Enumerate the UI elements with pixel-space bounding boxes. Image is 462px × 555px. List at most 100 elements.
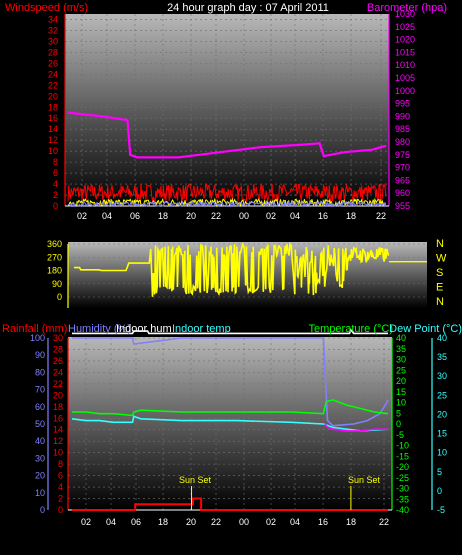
tick-label-rainfall: 24 <box>53 367 63 377</box>
tick-label-humidity: 80 <box>35 367 45 377</box>
tick-label-hour: 22 <box>211 211 221 221</box>
tick-label-hour: 22 <box>211 517 221 527</box>
tick-label-hour: 18 <box>346 211 356 221</box>
tick-label-hour: 02 <box>77 211 87 221</box>
tick-label-hour: 04 <box>290 517 300 527</box>
tick-label-barometer: 980 <box>395 137 410 147</box>
series-humidity <box>72 337 389 427</box>
tick-label-hour: 00 <box>239 517 249 527</box>
tick-label-humidity: 0 <box>40 505 45 515</box>
panel3-plot-area <box>68 337 392 510</box>
y-axis-title-barometer: Barometer (hpa) <box>367 2 447 14</box>
tick-label-barometer: 990 <box>395 111 410 121</box>
tick-label-hour: 02 <box>266 211 276 221</box>
tick-label-windspeed: 0 <box>53 201 58 211</box>
tick-label-dewpoint: 35 <box>437 352 447 362</box>
tick-label-temperature: 35 <box>396 344 406 354</box>
tick-label-humidity: 50 <box>35 419 45 429</box>
tick-label-hour: 16 <box>318 211 328 221</box>
compass-label: S <box>436 267 443 279</box>
series-wind-speed <box>67 200 387 208</box>
tick-label-temperature: -35 <box>396 494 409 504</box>
tick-label-humidity: 40 <box>35 436 45 446</box>
series-rainfall <box>72 497 388 511</box>
tick-label-hour: 06 <box>130 211 140 221</box>
tick-label-rainfall: 30 <box>53 333 63 343</box>
tick-label-barometer: 1015 <box>395 47 415 57</box>
tick-label-temperature: 15 <box>396 387 406 397</box>
tick-label-windspeed: 22 <box>48 80 58 90</box>
tick-label-barometer: 1010 <box>395 60 415 70</box>
tick-label-rainfall: 26 <box>53 356 63 366</box>
series-indoor-hum <box>72 328 388 335</box>
compass-label: N <box>436 238 444 250</box>
tick-labels: 0246810121416182022242628303234955960965… <box>30 9 447 527</box>
tick-label-humidity: 100 <box>30 333 45 343</box>
tick-label-hour: 16 <box>318 517 328 527</box>
tick-label-windspeed: 10 <box>48 146 58 156</box>
tick-label-barometer: 985 <box>395 124 410 134</box>
tick-label-windspeed: 18 <box>48 102 58 112</box>
tick-label-dewpoint: 25 <box>437 390 447 400</box>
tick-label-dewpoint: 5 <box>437 467 442 477</box>
tick-label-hour: 02 <box>266 517 276 527</box>
tick-label-temperature: -30 <box>396 484 409 494</box>
tick-label-windspeed: 34 <box>48 14 58 24</box>
tick-label-hour: 04 <box>102 211 112 221</box>
tick-label-barometer: 1005 <box>395 73 415 83</box>
tick-label-barometer: 970 <box>395 163 410 173</box>
tick-label-temperature: 0 <box>396 419 401 429</box>
tick-label-windspeed: 30 <box>48 36 58 46</box>
tick-label-hour: 18 <box>158 211 168 221</box>
tick-label-hour: 00 <box>239 211 249 221</box>
tick-label-humidity: 70 <box>35 385 45 395</box>
tick-label-temperature: -5 <box>396 430 404 440</box>
tick-label-windspeed: 14 <box>48 124 58 134</box>
tick-label-temperature: 20 <box>396 376 406 386</box>
tick-label-rainfall: 14 <box>53 425 63 435</box>
tick-label-temperature: 40 <box>396 333 406 343</box>
tick-label-windspeed: 24 <box>48 69 58 79</box>
tick-label-dewpoint: 40 <box>437 333 447 343</box>
tick-label-dewpoint: 0 <box>437 486 442 496</box>
series-indoor-temp <box>71 415 389 432</box>
tick-label-rainfall: 16 <box>53 413 63 423</box>
tick-label-rainfall: 20 <box>53 390 63 400</box>
tick-label-rainfall: 22 <box>53 379 63 389</box>
tick-label-direction: 0 <box>57 292 62 302</box>
tick-label-hour: 20 <box>186 211 196 221</box>
tick-label-barometer: 1000 <box>395 86 415 96</box>
series-wind-gust <box>67 182 387 203</box>
tick-label-hour: 02 <box>81 517 91 527</box>
tick-label-rainfall: 2 <box>58 494 63 504</box>
tick-label-windspeed: 2 <box>53 190 58 200</box>
grid-lines <box>65 14 427 511</box>
tick-label-rainfall: 10 <box>53 448 63 458</box>
tick-label-windspeed: 16 <box>48 113 58 123</box>
tick-label-temperature: -15 <box>396 451 409 461</box>
tick-label-dewpoint: 30 <box>437 371 447 381</box>
tick-label-barometer: 955 <box>395 201 410 211</box>
tick-label-temperature: 30 <box>396 355 406 365</box>
tick-label-humidity: 10 <box>35 488 45 498</box>
tick-label-hour: 18 <box>158 517 168 527</box>
tick-label-barometer: 995 <box>395 99 410 109</box>
tick-label-windspeed: 32 <box>48 25 58 35</box>
tick-label-dewpoint: 15 <box>437 429 447 439</box>
tick-label-windspeed: 12 <box>48 135 58 145</box>
y-axis-title-humidity: Humidity (%) <box>68 323 131 335</box>
compass-label: E <box>436 282 443 294</box>
y-axis-title-rainfall: Rainfall (mm) <box>2 323 67 335</box>
sun-set-label-1: Sun Set <box>179 475 212 485</box>
tick-label-windspeed: 6 <box>53 168 58 178</box>
chart-title: 24 hour graph day : 07 April 2011 <box>167 2 329 14</box>
legend-indoor-temp: Indoor temp <box>172 323 231 335</box>
tick-label-hour: 04 <box>290 211 300 221</box>
tick-label-barometer: 1020 <box>395 35 415 45</box>
tick-label-humidity: 20 <box>35 471 45 481</box>
tick-label-windspeed: 4 <box>53 179 58 189</box>
tick-label-windspeed: 28 <box>48 47 58 57</box>
tick-label-dewpoint: 20 <box>437 409 447 419</box>
compass-label: N <box>436 296 444 308</box>
panel1-plot-area <box>65 14 389 206</box>
